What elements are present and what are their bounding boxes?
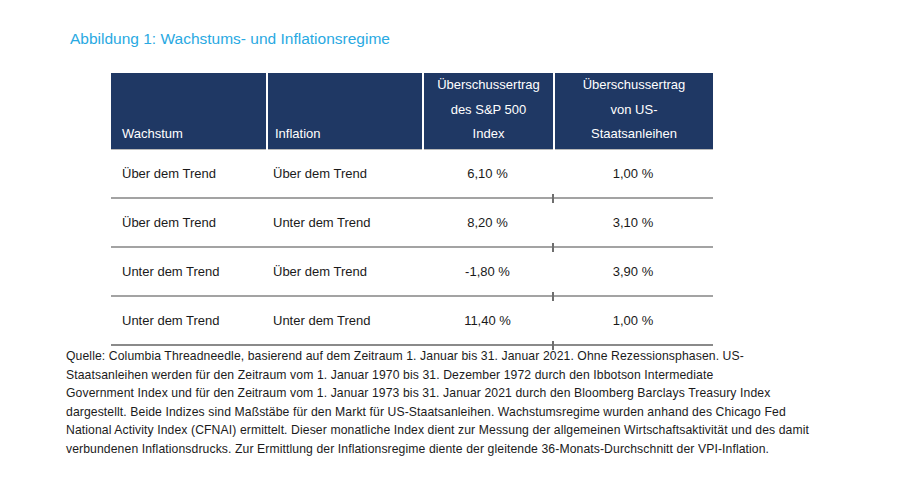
- cell-treasury-value: 1,00 %: [553, 150, 713, 197]
- source-note: Quelle: Columbia Threadneedle, basierend…: [66, 347, 906, 459]
- cell-growth-regime: Unter dem Trend: [111, 297, 266, 344]
- cell-sp500-value: -1,80 %: [422, 248, 553, 295]
- figure-title: Abbildung 1: Wachstums- und Inflationsre…: [70, 29, 390, 49]
- source-note-line: Government Index und für den Zeitraum vo…: [66, 384, 906, 403]
- column-divider-tick: [552, 194, 554, 203]
- cell-growth-regime: Über dem Trend: [111, 150, 266, 197]
- table-row: Über dem Trend Unter dem Trend 8,20 % 3,…: [111, 199, 713, 248]
- cell-inflation-regime: Unter dem Trend: [266, 199, 422, 246]
- col-header-treasuries-excess-return: Überschussertrag von US- Staatsanleihen: [553, 73, 713, 152]
- cell-growth-regime: Über dem Trend: [111, 199, 266, 246]
- col-header-inflation: Inflation: [266, 73, 422, 152]
- cell-treasury-value: 3,10 %: [553, 199, 713, 246]
- col-header-wachstum: Wachstum: [111, 73, 266, 152]
- document-page: Abbildung 1: Wachstums- und Inflationsre…: [0, 0, 912, 493]
- cell-inflation-regime: Über dem Trend: [266, 150, 422, 197]
- cell-treasury-value: 1,00 %: [553, 297, 713, 344]
- source-note-line: Staatsanleihen werden für den Zeitraum v…: [66, 366, 906, 385]
- cell-sp500-value: 6,10 %: [422, 150, 553, 197]
- cell-inflation-regime: Über dem Trend: [266, 248, 422, 295]
- table-row: Unter dem Trend Unter dem Trend 11,40 % …: [111, 297, 713, 346]
- source-note-line: verbundenen Inflationsdrucks. Zur Ermitt…: [66, 440, 906, 459]
- source-note-line: National Activity Index (CFNAI) ermittel…: [66, 421, 906, 440]
- table-row: Unter dem Trend Über dem Trend -1,80 % 3…: [111, 248, 713, 297]
- cell-treasury-value: 3,90 %: [553, 248, 713, 295]
- source-note-line: Quelle: Columbia Threadneedle, basierend…: [66, 347, 906, 366]
- col-header-sp500-excess-return: Überschussertrag des S&P 500 Index: [422, 73, 553, 152]
- regime-table: Wachstum Inflation Überschussertrag des …: [111, 73, 713, 346]
- cell-sp500-value: 8,20 %: [422, 199, 553, 246]
- column-divider-tick: [552, 243, 554, 252]
- cell-growth-regime: Unter dem Trend: [111, 248, 266, 295]
- table-row: Über dem Trend Über dem Trend 6,10 % 1,0…: [111, 150, 713, 199]
- source-note-line: dargestellt. Beide Indizes sind Maßstäbe…: [66, 403, 906, 422]
- cell-sp500-value: 11,40 %: [422, 297, 553, 344]
- table-header-row: Wachstum Inflation Überschussertrag des …: [111, 73, 713, 150]
- cell-inflation-regime: Unter dem Trend: [266, 297, 422, 344]
- table-body: Über dem Trend Über dem Trend 6,10 % 1,0…: [111, 150, 713, 346]
- column-divider-tick: [552, 292, 554, 301]
